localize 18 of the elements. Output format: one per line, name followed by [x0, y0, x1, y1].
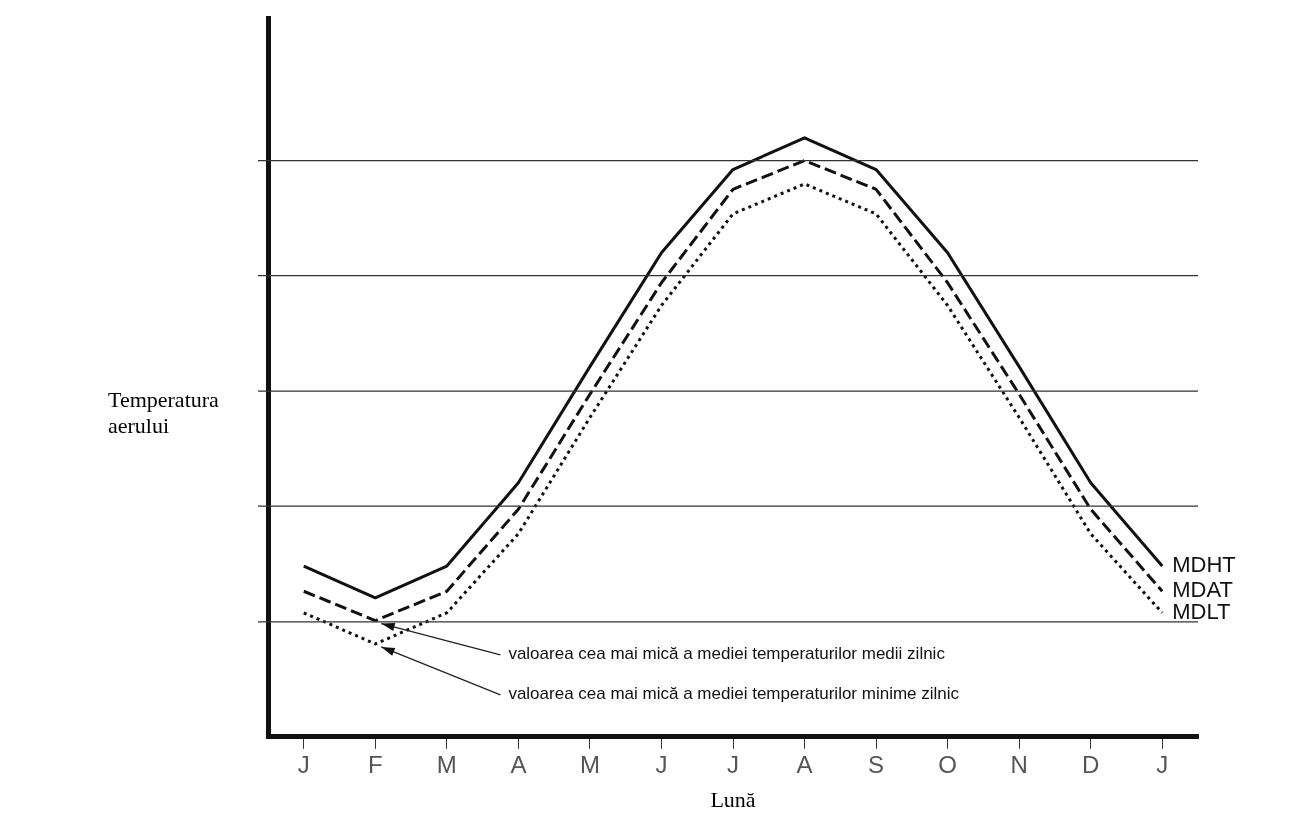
- x-tick-label: M: [436, 750, 457, 778]
- x-tick-label: D: [1082, 750, 1100, 778]
- x-tick-label: O: [938, 750, 957, 778]
- x-tick-label: A: [796, 750, 813, 778]
- x-tick-label: J: [727, 750, 739, 778]
- x-axis-title: Lună: [710, 786, 756, 812]
- y-axis-title: Temperatura aerului: [107, 387, 220, 439]
- x-tick-label: J: [297, 750, 310, 778]
- annotation: valoarea cea mai mică a mediei temperaturilor medii zilnic: [508, 644, 946, 664]
- annotation: valoarea cea mai mică a mediei temperaturilor minime zilnic: [508, 684, 960, 704]
- x-tick-label: M: [579, 750, 600, 778]
- x-tick-label: J: [1156, 750, 1169, 778]
- x-tick-label: J: [655, 750, 668, 778]
- series-label: MDHT: [1172, 552, 1236, 578]
- x-tick-label: N: [1010, 750, 1028, 778]
- x-tick-label: A: [510, 750, 527, 778]
- x-tick-label: F: [367, 750, 383, 778]
- x-tick-label: S: [868, 750, 885, 778]
